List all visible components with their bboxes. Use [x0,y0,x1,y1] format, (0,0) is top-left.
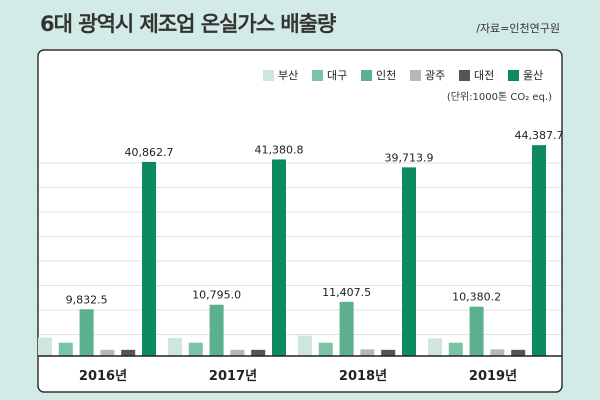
data-label: 10,795.0 [192,289,241,302]
bar-울산-2016년 [142,161,156,356]
data-label: 44,387.7 [515,129,564,142]
x-tick-label: 2016년 [79,369,127,384]
bar-대구-2018년 [318,342,333,356]
bar-부산-2017년 [168,337,182,356]
bar-대구-2016년 [58,342,73,356]
x-tick-label: 2019년 [469,369,517,384]
legend-swatch [410,70,421,81]
legend-swatch [508,70,519,81]
bar-광주-2016년 [100,349,115,356]
legend-label: 광주 [425,69,445,82]
bar-대전-2017년 [251,349,266,356]
data-label: 40,862.7 [125,146,174,159]
bar-인천-2019년 [469,306,484,356]
legend-label: 부산 [278,69,298,82]
legend-swatch [361,70,372,81]
bar-대전-2018년 [381,349,396,356]
legend-swatch [459,70,470,81]
bar-부산-2018년 [298,335,312,356]
bar-울산-2018년 [402,167,416,356]
source-note: /자료=인천연구원 [476,22,560,35]
legend-swatch [263,70,274,81]
bar-인천-2018년 [339,301,354,356]
bar-울산-2019년 [532,145,546,356]
bar-부산-2016년 [38,337,52,356]
bar-대전-2016년 [121,349,136,356]
bar-인천-2017년 [209,304,224,356]
bar-부산-2019년 [428,338,442,356]
data-label: 41,380.8 [255,143,304,156]
x-tick-label: 2017년 [209,369,257,384]
bar-광주-2019년 [490,349,505,356]
data-label: 10,380.2 [452,291,501,304]
legend-label: 대구 [327,69,347,82]
legend-swatch [312,70,323,81]
bar-광주-2018년 [360,349,375,356]
bar-울산-2017년 [272,159,286,356]
legend-label: 대전 [474,69,494,82]
data-label: 9,832.5 [66,293,108,306]
bar-대구-2019년 [448,342,463,356]
page-title: 6대 광역시 제조업 온실가스 배출량 [40,12,336,36]
bar-대구-2017년 [188,342,203,356]
legend-label: 울산 [523,69,543,82]
x-tick-label: 2018년 [339,369,387,384]
plot-panel [37,49,563,393]
bar-인천-2016년 [79,309,94,356]
legend-label: 인천 [376,68,396,82]
unit-label: (단위:1000톤 CO₂ eq.) [447,90,552,103]
bar-대전-2019년 [511,349,526,356]
data-label: 11,407.5 [322,286,371,299]
data-label: 39,713.9 [385,151,434,164]
bar-광주-2017년 [230,349,245,356]
